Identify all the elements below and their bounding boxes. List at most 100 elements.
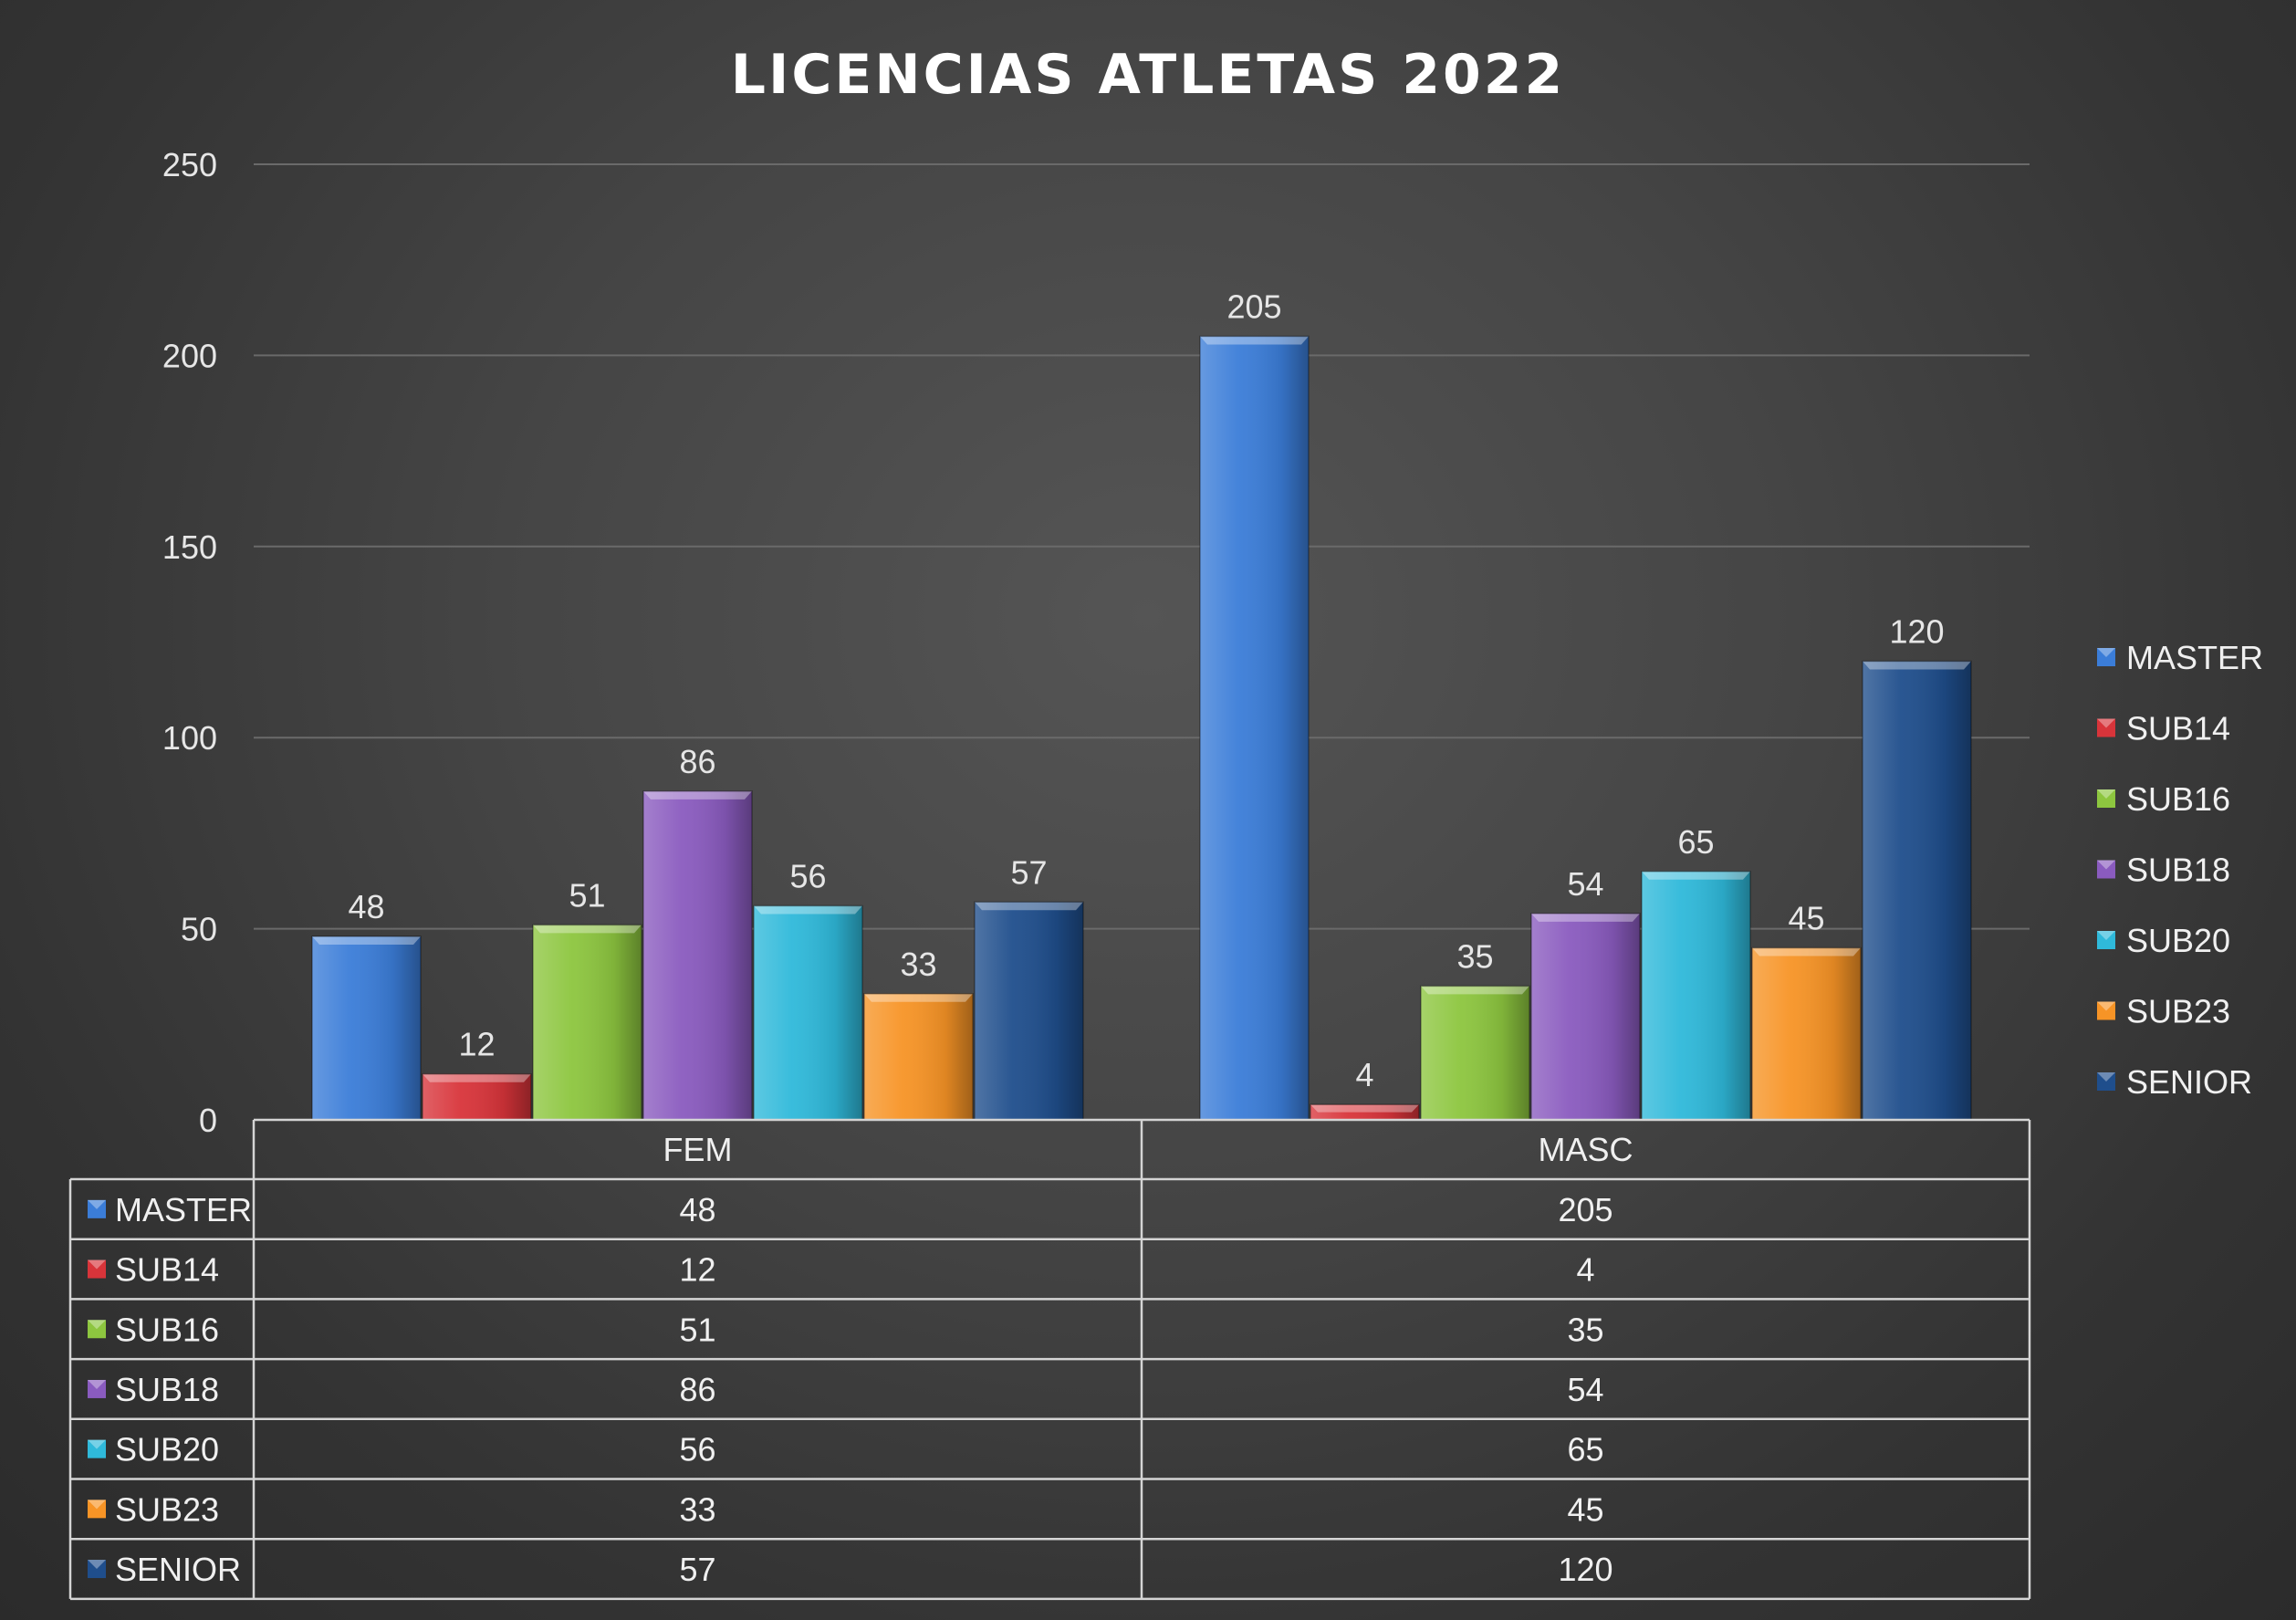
table-cell: 65 bbox=[1567, 1431, 1603, 1468]
data-label: 57 bbox=[1010, 853, 1047, 891]
data-label: 56 bbox=[789, 857, 826, 894]
y-tick-label: 50 bbox=[181, 911, 217, 948]
data-table: FEM MASC MASTER 48 205 SUB14 12 4 SUB16 51 35 SUB18… bbox=[68, 1118, 2031, 1601]
table-header-fem: FEM bbox=[663, 1131, 733, 1168]
table-row: SUB20 56 65 bbox=[88, 1431, 1604, 1468]
bar-master-fem bbox=[311, 935, 422, 1121]
legend-item-sub23: SUB23 bbox=[2097, 993, 2230, 1030]
y-tick-label: 150 bbox=[162, 528, 217, 566]
table-row-label: MASTER bbox=[115, 1191, 252, 1228]
bar-sub16-fem bbox=[532, 924, 642, 1121]
table-cell: 35 bbox=[1567, 1311, 1603, 1348]
legend-label: SUB23 bbox=[2126, 993, 2230, 1030]
data-label: 86 bbox=[679, 743, 715, 780]
bar-sub14-masc bbox=[1310, 1103, 1420, 1121]
legend-item-sub14: SUB14 bbox=[2097, 710, 2230, 747]
bar-sub20-masc bbox=[1641, 871, 1751, 1121]
legend-item-master: MASTER bbox=[2097, 639, 2263, 676]
table-cell: 86 bbox=[679, 1371, 715, 1408]
table-cell: 48 bbox=[679, 1191, 715, 1228]
legend-swatch bbox=[2097, 1072, 2115, 1091]
table-cell: 51 bbox=[679, 1311, 715, 1348]
table-row-label: SENIOR bbox=[115, 1551, 241, 1588]
legend-label: SUB16 bbox=[2126, 780, 2230, 818]
bar-sub20-fem bbox=[753, 904, 863, 1121]
legend-swatch bbox=[2097, 1001, 2115, 1020]
legend-label: SENIOR bbox=[2126, 1063, 2252, 1101]
bar-sub18-masc bbox=[1530, 913, 1641, 1121]
bar-senior-masc bbox=[1862, 660, 1972, 1121]
table-cell: 12 bbox=[679, 1251, 715, 1289]
table-row: MASTER 48 205 bbox=[88, 1191, 1613, 1228]
table-cell: 205 bbox=[1558, 1191, 1612, 1228]
table-legend-swatch bbox=[88, 1259, 106, 1279]
y-tick-label: 250 bbox=[162, 146, 217, 183]
legend-swatch bbox=[2097, 931, 2115, 949]
table-legend-swatch bbox=[88, 1199, 106, 1218]
table-cell: 4 bbox=[1576, 1251, 1594, 1289]
legend-swatch bbox=[2097, 860, 2115, 879]
table-cell: 33 bbox=[679, 1490, 715, 1528]
table-legend-swatch bbox=[88, 1439, 106, 1458]
table-row: SUB23 33 45 bbox=[88, 1490, 1604, 1528]
legend-item-senior: SENIOR bbox=[2097, 1063, 2252, 1101]
data-label: 35 bbox=[1456, 937, 1493, 975]
bar-sub23-fem bbox=[863, 993, 974, 1121]
bars bbox=[311, 335, 1972, 1121]
table-row-label: SUB20 bbox=[115, 1431, 219, 1468]
bar-sub18-fem bbox=[642, 790, 753, 1121]
data-label: 4 bbox=[1355, 1056, 1373, 1093]
table-legend-swatch bbox=[88, 1560, 106, 1579]
data-label: 48 bbox=[348, 888, 384, 925]
table-row-label: SUB16 bbox=[115, 1311, 219, 1348]
table-cell: 120 bbox=[1558, 1551, 1612, 1588]
table-header-masc: MASC bbox=[1538, 1131, 1633, 1168]
table-row: SUB18 86 54 bbox=[88, 1371, 1604, 1408]
data-label: 51 bbox=[569, 876, 605, 914]
bar-sub14-fem bbox=[422, 1072, 532, 1121]
legend-item-sub16: SUB16 bbox=[2097, 780, 2230, 818]
y-tick-label: 200 bbox=[162, 337, 217, 374]
legend-label: MASTER bbox=[2126, 639, 2263, 676]
gridlines bbox=[254, 163, 2030, 930]
data-label: 205 bbox=[1226, 287, 1281, 325]
legend-item-sub20: SUB20 bbox=[2097, 922, 2230, 959]
legend-label: SUB20 bbox=[2126, 922, 2230, 959]
data-label: 45 bbox=[1788, 900, 1824, 937]
legend-swatch bbox=[2097, 789, 2115, 808]
chart-title: LICENCIAS ATLETAS 2022 bbox=[731, 43, 1565, 107]
table-cell: 57 bbox=[679, 1551, 715, 1588]
table-legend-swatch bbox=[88, 1320, 106, 1339]
data-label: 65 bbox=[1677, 823, 1714, 861]
table-cell: 45 bbox=[1567, 1490, 1603, 1528]
legend-swatch bbox=[2097, 718, 2115, 737]
legend: MASTER SUB14 SUB16 SUB18 SUB20 SUB23 SENIOR bbox=[2097, 639, 2263, 1101]
table-cell: 54 bbox=[1567, 1371, 1603, 1408]
table-legend-swatch bbox=[88, 1379, 106, 1398]
table-row: SUB14 12 4 bbox=[88, 1251, 1595, 1289]
bar-sub16-masc bbox=[1420, 985, 1530, 1121]
data-label: 33 bbox=[900, 946, 936, 983]
table-cell: 56 bbox=[679, 1431, 715, 1468]
legend-label: SUB18 bbox=[2126, 852, 2230, 889]
legend-label: SUB14 bbox=[2126, 710, 2230, 747]
data-labels: 48 12 51 86 56 33 57 205 4 35 54 65 45 120 bbox=[348, 287, 1944, 1093]
legend-swatch bbox=[2097, 648, 2115, 666]
table-legend-swatch bbox=[88, 1500, 106, 1519]
y-tick-label: 0 bbox=[199, 1102, 217, 1139]
bar-master-masc bbox=[1199, 335, 1310, 1121]
y-axis: 0 50 100 150 200 250 bbox=[162, 146, 217, 1139]
table-row: SENIOR 57 120 bbox=[88, 1551, 1613, 1588]
table-row-label: SUB18 bbox=[115, 1371, 219, 1408]
table-row-label: SUB14 bbox=[115, 1251, 219, 1289]
legend-item-sub18: SUB18 bbox=[2097, 852, 2230, 889]
table-row: SUB16 51 35 bbox=[88, 1311, 1604, 1348]
y-tick-label: 100 bbox=[162, 719, 217, 757]
data-label: 54 bbox=[1567, 865, 1603, 903]
data-label: 12 bbox=[458, 1026, 495, 1063]
bar-sub23-masc bbox=[1751, 946, 1862, 1121]
bar-senior-fem bbox=[974, 901, 1084, 1121]
table-row-label: SUB23 bbox=[115, 1490, 219, 1528]
data-label: 120 bbox=[1889, 612, 1944, 650]
